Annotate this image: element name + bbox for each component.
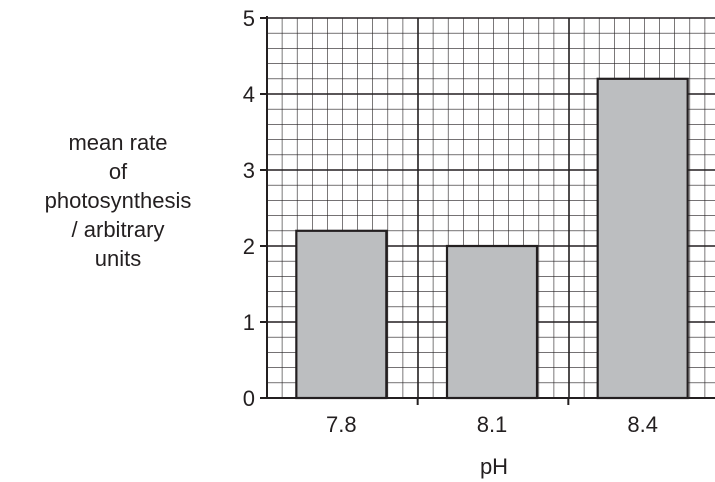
y-tick-label: 4	[243, 82, 255, 107]
x-axis-title: pH	[480, 454, 508, 479]
x-tick-label: 8.4	[627, 412, 658, 437]
x-tick-label: 7.8	[326, 412, 357, 437]
y-axis-title-line: of	[108, 159, 128, 184]
y-axis-title-line: mean rate	[68, 130, 168, 155]
y-tick-label: 0	[243, 386, 255, 411]
tick-labels: 7.8 8.1 8.4 0 1 2 3 4 5	[243, 6, 658, 437]
y-tick-label: 1	[243, 310, 255, 335]
y-axis-title: mean rate of photosynthesis / arbitrary …	[0, 128, 236, 273]
y-axis-title-line: / arbitrary	[71, 217, 165, 242]
bar	[445, 244, 539, 400]
y-axis-title-line: photosynthesis	[44, 188, 192, 213]
axes	[260, 16, 715, 405]
y-axis-title-line: units	[94, 246, 142, 271]
bar	[295, 229, 388, 400]
bar	[596, 77, 689, 400]
y-tick-label: 3	[243, 158, 255, 183]
y-tick-label: 5	[243, 6, 255, 31]
y-tick-label: 2	[243, 234, 255, 259]
bars	[295, 77, 689, 400]
x-tick-label: 8.1	[477, 412, 508, 437]
